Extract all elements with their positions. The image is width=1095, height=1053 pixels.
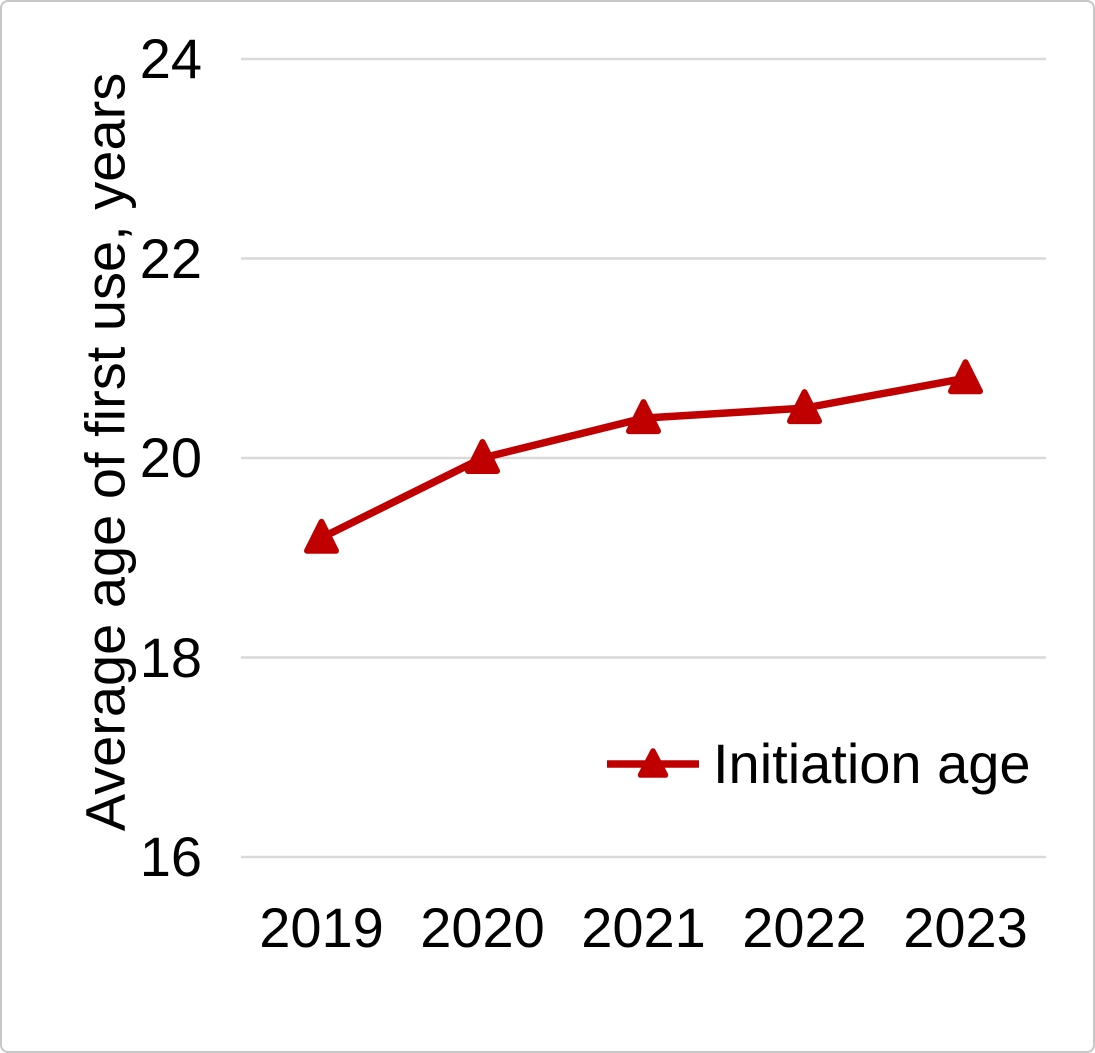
y-tick-label: 18 — [139, 625, 202, 689]
y-tick-label: 24 — [139, 27, 202, 90]
data-point-marker — [626, 399, 661, 435]
x-tick-label: 2020 — [420, 896, 545, 959]
data-point-marker — [304, 518, 339, 554]
legend: Initiation age — [607, 735, 1031, 793]
data-point-marker — [948, 359, 983, 395]
legend-label: Initiation age — [713, 732, 1031, 795]
legend-triangle-icon — [637, 748, 669, 778]
x-tick-label: 2023 — [903, 896, 1028, 959]
x-tick-label: 2022 — [742, 896, 867, 959]
data-point-marker — [465, 439, 500, 474]
y-tick-label: 16 — [139, 825, 202, 888]
legend-line-marker-icon — [607, 748, 699, 778]
y-tick-label: 22 — [139, 226, 202, 290]
data-point-marker — [787, 389, 822, 425]
x-tick-label: 2019 — [259, 896, 384, 959]
y-tick-label: 20 — [139, 426, 202, 489]
x-tick-label: 2021 — [581, 896, 706, 959]
